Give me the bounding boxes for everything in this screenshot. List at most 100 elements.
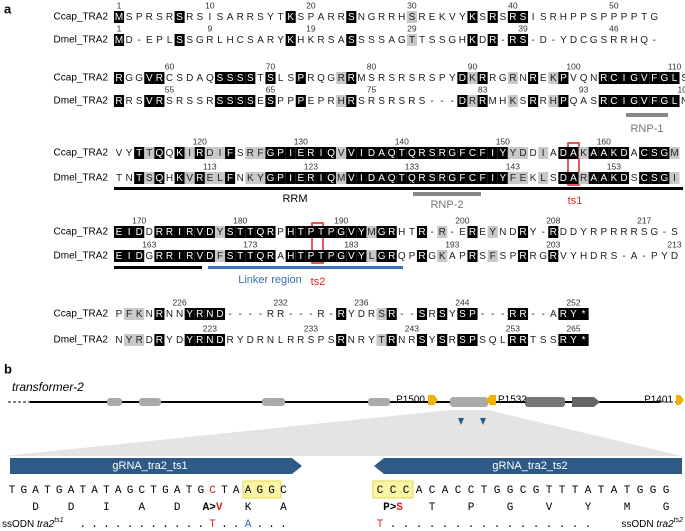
- char: Y: [166, 335, 173, 346]
- char: T: [9, 485, 16, 497]
- residue-shade: [477, 147, 488, 159]
- char: .: [150, 519, 157, 531]
- char: V: [196, 227, 203, 238]
- residue-shade: [507, 172, 518, 184]
- char: V: [641, 96, 648, 107]
- residue-shade: [346, 95, 357, 107]
- char: R: [307, 173, 314, 184]
- residue-shade: [315, 250, 327, 262]
- residue-number: 50: [609, 0, 619, 10]
- char: D: [206, 148, 213, 159]
- char: S: [409, 12, 416, 23]
- residue-shade: [305, 250, 316, 262]
- char: K: [439, 12, 446, 23]
- char: N: [166, 309, 173, 320]
- residue-shade: [578, 147, 589, 159]
- char: Y: [449, 309, 456, 320]
- char: R: [348, 96, 355, 107]
- char: P: [580, 12, 587, 23]
- char: A: [233, 485, 240, 497]
- char: I: [360, 148, 363, 159]
- residue-shade: [134, 334, 145, 346]
- char: K: [469, 12, 476, 23]
- residue-shade: [366, 147, 377, 159]
- residue-shade: [517, 226, 529, 238]
- promoter-label: P1532: [498, 395, 527, 406]
- char: E: [520, 173, 527, 184]
- char: S: [479, 335, 486, 346]
- residue-shade: [477, 172, 488, 184]
- char: A: [449, 251, 456, 262]
- residue-shade: [285, 11, 296, 23]
- residue-shade: [588, 147, 599, 159]
- residue-shade: [225, 172, 236, 184]
- char: R: [257, 335, 264, 346]
- char: I: [128, 251, 131, 262]
- residue-shade: [113, 72, 125, 84]
- residue-shade: [346, 11, 357, 23]
- residue-shade: [608, 147, 619, 159]
- residue-shade: [154, 147, 165, 159]
- char: T: [136, 173, 142, 184]
- char: C: [641, 148, 648, 159]
- char: T: [186, 485, 193, 497]
- char: C: [469, 148, 476, 159]
- char: I: [320, 173, 323, 184]
- residue-number: 213: [667, 239, 681, 249]
- char: G: [630, 73, 638, 84]
- char: S: [540, 12, 547, 23]
- residue-shade: [295, 72, 306, 84]
- char: R: [146, 12, 153, 23]
- char: L: [369, 251, 375, 262]
- amino-acid: D: [32, 502, 39, 514]
- residue-number: 252: [566, 297, 580, 307]
- residue-shade: [467, 95, 478, 107]
- char: R: [469, 227, 476, 238]
- residue-shade: [144, 172, 155, 184]
- char: P: [510, 251, 517, 262]
- char: R: [489, 73, 496, 84]
- char: S: [297, 12, 304, 23]
- char: M: [670, 148, 678, 159]
- residue-shade: [558, 95, 569, 107]
- char: Y: [429, 335, 436, 346]
- char: C: [429, 485, 436, 497]
- char: H: [560, 12, 567, 23]
- char: -: [501, 309, 504, 320]
- char: L: [217, 173, 223, 184]
- residue-shade: [487, 226, 498, 238]
- char: P: [318, 96, 325, 107]
- residue-shade: [184, 308, 195, 320]
- residue-shade: [113, 11, 125, 23]
- char: T: [237, 227, 243, 238]
- char: E: [116, 251, 123, 262]
- char: A: [68, 485, 75, 497]
- char: M: [115, 12, 123, 23]
- residue-shade: [214, 147, 226, 159]
- residue-shade: [517, 250, 529, 262]
- char: .: [186, 519, 193, 531]
- char: F: [490, 251, 496, 262]
- char: A: [378, 173, 385, 184]
- char: Y: [186, 309, 193, 320]
- char: T: [318, 227, 324, 238]
- residue-shade: [356, 147, 367, 159]
- char: S: [348, 12, 355, 23]
- rnp2-label: RNP-2: [430, 199, 463, 211]
- char: G: [197, 485, 204, 497]
- amino-acid: V: [546, 502, 553, 514]
- char: D: [368, 148, 375, 159]
- char: K: [611, 148, 618, 159]
- residue-shade: [184, 226, 195, 238]
- panel-label: a: [4, 1, 12, 16]
- char: T: [298, 227, 304, 238]
- char: A: [388, 35, 395, 46]
- char: R: [590, 227, 597, 238]
- residue-shade: [336, 72, 347, 84]
- residue-shade: [639, 95, 650, 107]
- residue-shade: [194, 308, 205, 320]
- ssodn-sup: ts1: [54, 517, 63, 524]
- char: R: [237, 12, 244, 23]
- char: R: [519, 335, 526, 346]
